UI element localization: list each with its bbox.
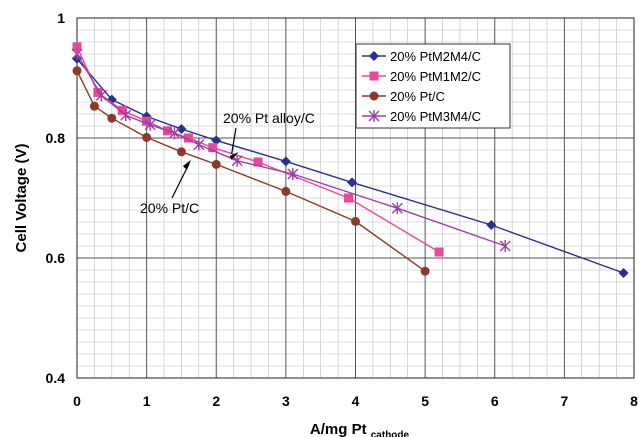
- legend-label: 20% PtM1M2/C: [390, 69, 481, 84]
- legend-label: 20% PtM3M4/C: [390, 109, 481, 124]
- data-point: [183, 133, 193, 143]
- x-axis-title-main: A/mg Pt: [310, 421, 367, 437]
- data-point: [434, 247, 444, 257]
- legend-entry: 20% Pt/C: [362, 89, 445, 104]
- series: [72, 53, 629, 278]
- data-point: [369, 71, 379, 81]
- annotation-arrowhead: [229, 152, 239, 160]
- data-point: [391, 202, 403, 215]
- data-point: [193, 138, 205, 151]
- x-tick-label: 3: [282, 393, 290, 409]
- annotation-label: 20% Pt/C: [140, 200, 199, 216]
- data-point: [176, 147, 186, 157]
- annotations: 20% Pt alloy/C 20% Pt/C: [140, 110, 315, 216]
- legend-label: 20% PtM2M4/C: [390, 49, 481, 64]
- series: [71, 48, 511, 252]
- data-point: [486, 220, 497, 230]
- data-point: [107, 113, 117, 123]
- x-tick-label: 5: [421, 393, 429, 409]
- data-point: [120, 109, 132, 122]
- legend-label: 20% Pt/C: [390, 89, 445, 104]
- data-point: [351, 216, 360, 226]
- data-point: [72, 66, 82, 76]
- x-tick-label: 6: [491, 393, 499, 409]
- x-axis-title: A/mg Pt cathode: [310, 421, 410, 437]
- x-tick-label: 7: [560, 393, 568, 409]
- legend-entry: 20% PtM2M4/C: [362, 49, 481, 64]
- data-point: [287, 168, 299, 180]
- x-tick-label: 1: [143, 393, 151, 409]
- annotation-arrow: [231, 127, 237, 155]
- legend-entry: 20% PtM3M4/C: [362, 109, 481, 124]
- series-line: [76, 53, 506, 247]
- data-point: [176, 124, 187, 134]
- data-point: [89, 101, 99, 111]
- x-axis-title-subscript: cathode: [371, 430, 410, 437]
- data-point: [347, 177, 358, 188]
- x-tick-label: 0: [73, 393, 81, 409]
- annotation-label: 20% Pt alloy/C: [223, 110, 315, 126]
- y-tick-label: 1: [57, 10, 65, 26]
- data-point: [368, 110, 380, 122]
- data-point: [142, 132, 152, 142]
- y-tick-label: 0.8: [46, 130, 66, 146]
- data-point: [117, 105, 127, 115]
- y-tick-label: 0.4: [46, 370, 66, 386]
- annotation-arrowhead: [182, 160, 191, 170]
- data-point: [499, 240, 511, 252]
- series: [72, 66, 430, 276]
- data-point: [71, 48, 83, 60]
- data-point: [211, 159, 221, 169]
- plot-frame: [76, 17, 635, 379]
- annotation-arrow: [171, 163, 190, 199]
- legend-entry: 20% PtM1M2/C: [362, 69, 481, 84]
- legend-box: [355, 43, 511, 129]
- data-point: [144, 118, 156, 131]
- x-tick-label: 8: [630, 393, 638, 409]
- data-point: [208, 143, 218, 153]
- data-point: [344, 193, 354, 203]
- data-point: [281, 186, 291, 196]
- data-point: [168, 127, 180, 140]
- data-point: [420, 266, 430, 276]
- data-point: [618, 268, 629, 278]
- data-point: [95, 89, 107, 102]
- y-axis-title: Cell Voltage (V): [13, 144, 30, 253]
- x-tick-label: 4: [352, 393, 360, 409]
- y-tick-label: 0.6: [46, 250, 66, 266]
- data-point: [369, 91, 379, 101]
- data-point: [253, 157, 263, 167]
- data-point: [211, 135, 222, 146]
- data-point: [369, 51, 379, 61]
- data-point: [280, 156, 291, 167]
- series-line: [76, 58, 624, 274]
- tick-labels: 0 1 2 3 4 5 6 7 8 0.4 0.6 0.8 1: [46, 10, 639, 409]
- series-layer: [71, 42, 629, 278]
- legend: 20% PtM2M4/C 20% PtM1M2/C 20% Pt/C 20% PtM3…: [355, 43, 511, 129]
- data-point: [72, 42, 82, 52]
- x-tick-label: 2: [212, 393, 220, 409]
